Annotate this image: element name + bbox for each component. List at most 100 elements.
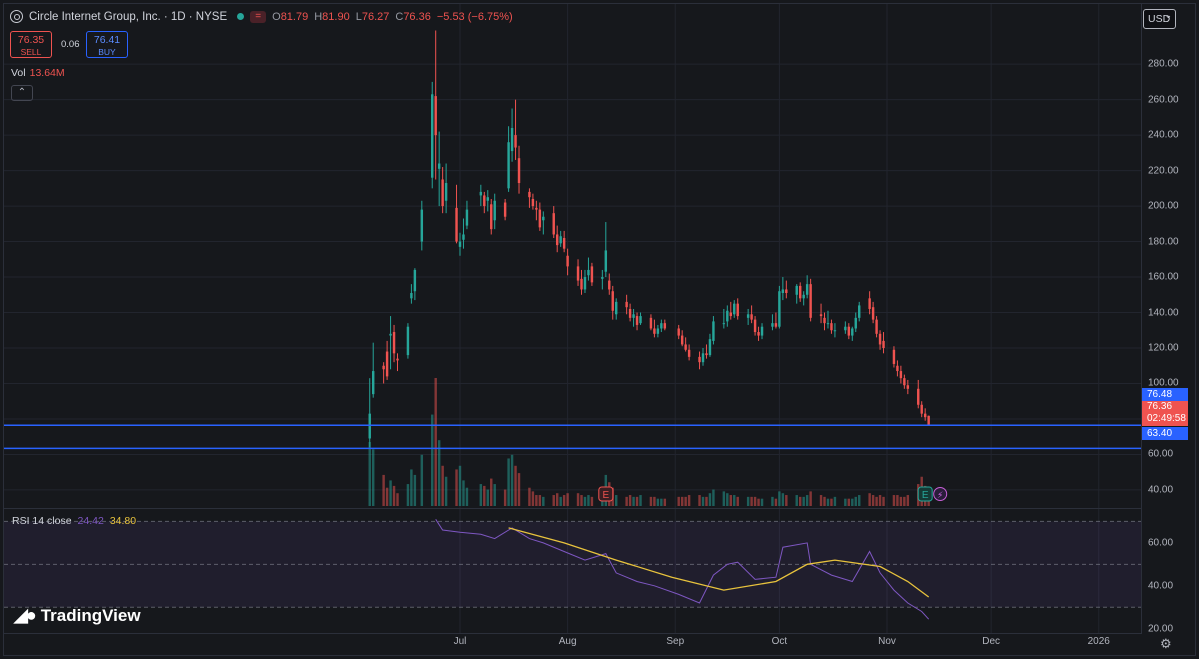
candles — [368, 30, 930, 448]
volume-bar — [465, 487, 469, 506]
candle-body — [660, 323, 663, 329]
price-tick-label: 120.00 — [1148, 342, 1179, 354]
candle-body — [483, 195, 486, 207]
sell-button[interactable]: 76.35 SELL — [10, 31, 52, 58]
volume-bar — [396, 493, 399, 506]
candle-body — [632, 314, 635, 318]
volume-bar — [892, 495, 896, 506]
candle-body — [896, 365, 899, 372]
volume-bar — [844, 498, 847, 506]
candle-body — [517, 158, 521, 184]
volume-bar — [653, 496, 656, 506]
horizontal-lines[interactable] — [4, 424, 1141, 450]
candle-body — [802, 294, 805, 299]
candle-body — [493, 200, 496, 221]
volume-bar — [632, 496, 635, 506]
volume-bar — [615, 495, 618, 506]
candle-body — [635, 316, 639, 325]
volume-bar — [382, 474, 385, 506]
candle-body — [653, 328, 656, 334]
time-tick-label: Oct — [771, 636, 788, 647]
price-tick-label: 100.00 — [1148, 377, 1179, 389]
volume-bar — [798, 496, 802, 506]
volume-bar — [802, 496, 805, 506]
gear-icon[interactable]: ⚙ — [1160, 636, 1172, 651]
candle-body — [823, 317, 826, 324]
candle-body — [920, 404, 923, 414]
volume-bar — [868, 493, 871, 506]
volume-bar — [635, 496, 639, 506]
candle-body — [656, 328, 660, 334]
volume-bar — [705, 496, 708, 506]
buy-button[interactable]: 76.41 BUY — [86, 31, 128, 58]
grid — [4, 4, 1141, 633]
earnings-marker-nov-icon: E — [922, 490, 929, 501]
volume-bar — [413, 474, 417, 506]
volume-bar — [858, 495, 861, 506]
candle-body — [455, 207, 458, 242]
candle-body — [580, 278, 583, 290]
volume-bar — [559, 496, 562, 506]
volume-bar — [660, 498, 663, 506]
candle-body — [486, 197, 489, 201]
price-tick-label: 160.00 — [1148, 271, 1179, 283]
time-tick-label: Aug — [558, 636, 577, 647]
candle-body — [444, 183, 448, 201]
volume-bar — [479, 484, 483, 506]
volume-bar — [795, 495, 798, 506]
currency-select[interactable]: USD — [1143, 6, 1176, 29]
candle-body — [576, 266, 580, 281]
volume-bar — [555, 493, 559, 506]
candle-body — [462, 234, 465, 240]
volume-bar — [722, 491, 726, 506]
candle-body — [552, 213, 555, 235]
candle-body — [639, 316, 642, 324]
candle-body — [798, 285, 802, 299]
volume-bar — [510, 454, 514, 506]
volume-bar — [389, 480, 392, 506]
volume-bar — [535, 495, 538, 506]
volume-bar — [771, 496, 774, 506]
volume-bar — [368, 442, 371, 506]
line-low-price-label: 63.40 — [1142, 427, 1188, 440]
volume-bar — [746, 496, 750, 506]
candle-body — [431, 94, 434, 178]
time-tick-label: Jul — [453, 636, 467, 647]
volume-bar — [785, 495, 788, 506]
volume-bar — [736, 496, 739, 506]
volume-bar — [628, 495, 632, 506]
volume-bar — [805, 495, 809, 506]
price-tick-label: 60.00 — [1148, 448, 1174, 460]
volume-bar — [503, 489, 507, 506]
collapse-legend-button[interactable]: ⌃ — [11, 85, 33, 101]
equals-icon[interactable]: = — [250, 10, 267, 23]
earnings-marker-nov — [917, 486, 933, 502]
volume-bar — [542, 496, 545, 506]
symbol-title[interactable]: Circle Internet Group, Inc. · 1D · NYSE — [29, 10, 228, 23]
volume-bar — [444, 476, 448, 506]
ohlc-values: O81.79 H81.90 L76.27 C76.36 −5.53 (−6.75… — [272, 11, 513, 23]
volume-legend: Vol 13.64M — [11, 67, 65, 79]
rsi-ma-line — [508, 527, 930, 598]
volume-bar — [687, 495, 691, 506]
volume-bar — [587, 495, 590, 506]
candle-body — [562, 238, 566, 249]
rsi-title[interactable]: RSI 14 close — [12, 515, 72, 527]
candle-body — [733, 303, 736, 315]
volume-bar — [830, 498, 833, 506]
candle-body — [785, 289, 788, 294]
volume-bar — [580, 495, 583, 506]
candle-body — [583, 277, 587, 290]
time-tick-label: Nov — [878, 636, 896, 647]
candle-body — [479, 191, 483, 196]
candle-body — [892, 349, 896, 364]
candle-body — [830, 323, 833, 331]
rsi-tick-label: 40.00 — [1148, 580, 1174, 592]
buy-label: BUY — [98, 47, 116, 57]
pane-separator[interactable] — [4, 508, 1141, 509]
event-markers[interactable]: E E ⚡ — [598, 486, 948, 502]
current-price: 76.36 — [1147, 401, 1173, 412]
candle-body — [528, 191, 531, 198]
candle-body — [587, 269, 590, 276]
